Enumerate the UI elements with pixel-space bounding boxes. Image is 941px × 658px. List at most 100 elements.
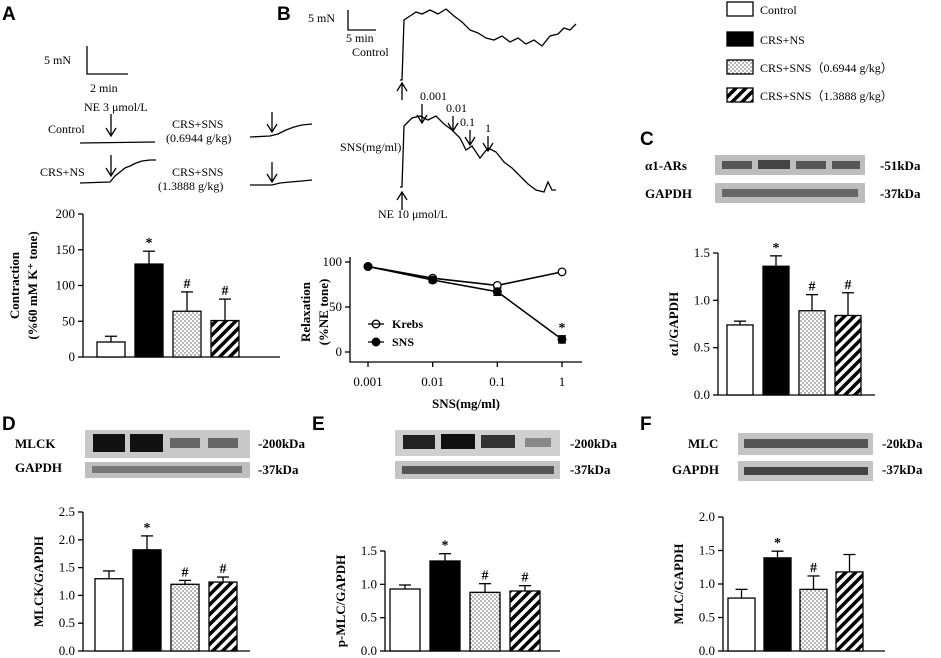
significance-mark: *: [442, 539, 449, 554]
stimulus-arrow: [266, 112, 278, 134]
blot-row-label: GAPDH: [15, 460, 62, 475]
y-tick-label: 2.0: [59, 532, 75, 547]
stimulus-label-a: NE 3 μmol/L: [84, 100, 148, 114]
blot-band: [832, 161, 860, 169]
dose-arrow: [464, 130, 476, 147]
y-tick-label: 50: [329, 299, 342, 314]
dose-arrow: [482, 136, 494, 153]
scale-force-b: 5 mN: [308, 11, 335, 25]
bar: [798, 310, 826, 396]
trace-label-b-sns: SNS(mg/ml): [340, 140, 401, 154]
y-tick-label: 150: [56, 242, 76, 257]
legend-label-sns-high: CRS+SNS（1.3888 g/kg）: [760, 89, 893, 103]
blot-size-label: -51kDa: [880, 158, 921, 173]
blot-size-label: -200kDa: [258, 436, 305, 451]
stimulus-arrow: [396, 190, 408, 210]
blot-band: [481, 435, 515, 448]
bar: [94, 578, 124, 652]
x-axis-label: SNS(mg/ml): [432, 396, 500, 411]
trace-label-sns-low: CRS+SNS: [172, 117, 223, 131]
bar-chart-d: 0.0 0.5 1.0 1.5 2.0 2.5 * # # MLCK/GAPDH: [31, 504, 250, 658]
bar: [210, 319, 240, 358]
bar: [208, 581, 238, 652]
y-axis-label: Relaxation: [298, 281, 313, 342]
blot-size-label: -37kDa: [258, 462, 299, 477]
y-tick-label: 0.0: [699, 643, 715, 658]
trace-b-sns: [400, 115, 556, 193]
bar-chart-a: 0 50 100 150 200 * # # Contraction (%60 mM K⁺ ton…: [7, 206, 280, 364]
x-tick-label: 0.01: [421, 374, 444, 389]
bar: [799, 588, 828, 652]
trace-label-sns-high-dose: (1.3888 g/kg): [158, 179, 223, 193]
significance-mark: #: [845, 278, 852, 293]
trace-label-sns-high: CRS+SNS: [172, 165, 223, 179]
dose-arrow: [416, 104, 428, 125]
bar: [763, 557, 792, 652]
blot-band: [93, 434, 125, 452]
y-tick-label: 50: [62, 313, 75, 328]
bar-chart-c: 0.0 0.5 1.0 1.5 * # # α1/GAPDH: [666, 241, 875, 402]
point-sns: [363, 262, 373, 271]
bar: [170, 583, 200, 652]
stimulus-arrow: [396, 81, 408, 100]
trace-label-sns-low-dose: (0.6944 g/kg): [166, 131, 231, 145]
scale-bar-a: [86, 46, 128, 75]
y-tick-label: 0.0: [361, 643, 377, 658]
blot-band: [758, 160, 790, 169]
y-tick-label: 200: [56, 206, 76, 221]
stimulus-arrow: [105, 114, 117, 138]
blot-band: [402, 466, 554, 474]
y-tick-label: 1.0: [694, 292, 710, 307]
bar: [726, 324, 754, 396]
blot-size-label: -37kDa: [570, 462, 611, 477]
dose-label: 1: [485, 121, 491, 135]
scale-force-a: 5 mN: [44, 53, 71, 67]
significance-mark: #: [182, 565, 189, 580]
trace-label-control: Control: [48, 122, 85, 136]
dose-arrow: [447, 116, 459, 133]
significance-mark: #: [809, 280, 816, 295]
point-sns: [492, 287, 502, 297]
series-line-sns: [367, 265, 563, 341]
bar-chart-f: 0.0 0.5 1.0 1.5 2.0 * # MLC/GAPDH: [671, 509, 885, 658]
blot-c: α1-ARs -51kDa GAPDH -37kDa: [645, 155, 921, 203]
y-axis-label: MLCK/GAPDH: [31, 536, 46, 627]
significance-mark: #: [184, 277, 191, 292]
trace-sns-low: [249, 123, 313, 138]
y-tick-label: 1.0: [699, 576, 715, 591]
blot-band: [170, 438, 200, 448]
blot-size-label: -200kDa: [570, 436, 617, 451]
stimulus-arrow: [266, 162, 278, 184]
legend: Control CRS+NS CRS+SNS（0.6944 g/kg） CRS+…: [726, 1, 893, 103]
legend-label: SNS: [392, 335, 414, 349]
blot-row-label: MLCK: [15, 436, 56, 451]
dose-label: 0.1: [460, 115, 475, 129]
y-tick-label: 2.5: [59, 504, 75, 519]
panel-label-e: E: [312, 414, 325, 435]
dose-label: 0.01: [446, 101, 467, 115]
trace-control: [79, 141, 156, 144]
bar: [762, 265, 790, 396]
panel-a-traces: 5 mN 2 min NE 3 μmol/L Control CRS+NS CR…: [40, 46, 313, 193]
blot-band: [744, 439, 868, 448]
blot-row-label: GAPDH: [672, 462, 719, 477]
y-axis-label: α1/GAPDH: [666, 292, 681, 356]
bar: [727, 597, 756, 652]
y-tick-label: 1.5: [699, 543, 715, 558]
stimulus-label-b: NE 10 μmol/L: [378, 207, 448, 221]
significance-mark: *: [773, 241, 780, 256]
trace-b-control: [400, 8, 577, 81]
panel-label-f: F: [640, 414, 652, 435]
bar: [132, 549, 162, 652]
point-sns: [428, 275, 438, 285]
bar: [834, 314, 862, 396]
bar: [509, 590, 541, 652]
significance-mark: *: [774, 536, 781, 551]
x-tick-label: 0.001: [353, 374, 382, 389]
y-tick-label: 100: [323, 254, 343, 269]
blot-band: [403, 435, 435, 449]
y-axis-label: (%NE tone): [316, 279, 331, 346]
trace-label-b-control: Control: [352, 45, 389, 59]
x-tick-label: 1: [559, 374, 566, 389]
